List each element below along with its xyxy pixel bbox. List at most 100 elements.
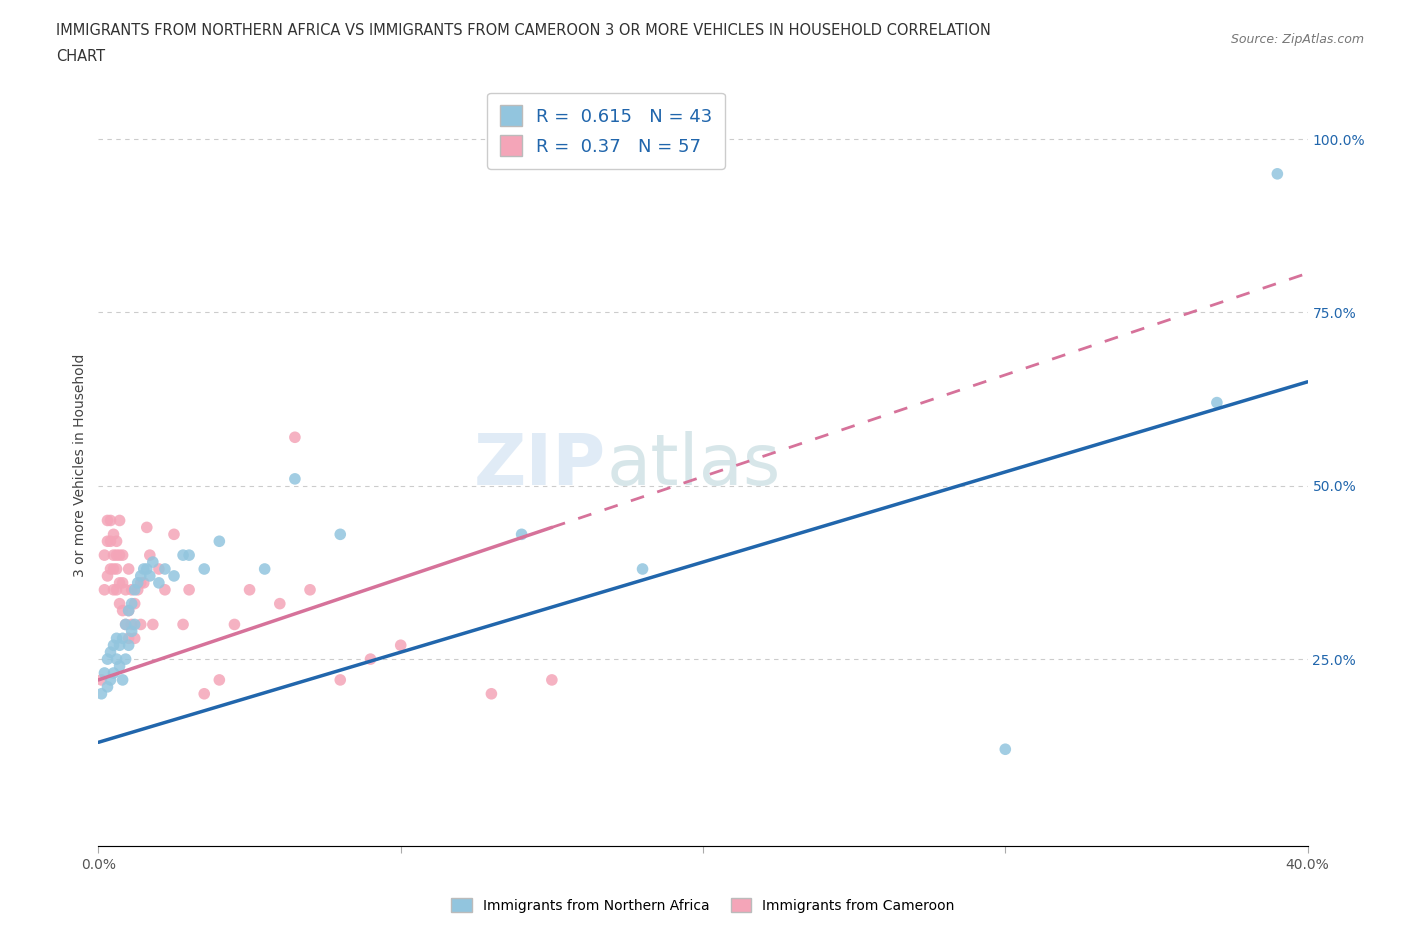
Point: [93, 548, 115, 563]
Point: [105, 631, 128, 645]
Point: [103, 548, 125, 563]
Point: [510, 527, 533, 542]
Point: [124, 596, 146, 611]
Point: [1267, 166, 1289, 181]
Point: [269, 596, 291, 611]
Point: [481, 686, 503, 701]
Point: [118, 638, 141, 653]
Point: [284, 430, 307, 445]
Point: [239, 582, 262, 597]
Point: [96, 534, 118, 549]
Point: [132, 576, 155, 591]
Point: [103, 666, 125, 681]
Point: [108, 513, 131, 528]
Point: [153, 562, 176, 577]
Point: [208, 672, 231, 687]
Y-axis label: 3 or more Vehicles in Household: 3 or more Vehicles in Household: [73, 353, 87, 577]
Point: [105, 534, 128, 549]
Point: [179, 582, 201, 597]
Point: [103, 527, 125, 542]
Point: [179, 548, 201, 563]
Point: [163, 527, 186, 542]
Point: [127, 582, 149, 597]
Point: [135, 520, 157, 535]
Point: [108, 596, 131, 611]
Point: [139, 548, 162, 563]
Point: [299, 582, 322, 597]
Point: [111, 576, 134, 591]
Point: [142, 617, 165, 631]
Point: [100, 644, 122, 659]
Point: [96, 568, 118, 583]
Point: [118, 604, 141, 618]
Point: [100, 534, 122, 549]
Text: Source: ZipAtlas.com: Source: ZipAtlas.com: [1230, 33, 1364, 46]
Point: [129, 576, 152, 591]
Point: [105, 652, 128, 667]
Point: [253, 562, 276, 577]
Point: [193, 562, 215, 577]
Point: [114, 617, 136, 631]
Point: [100, 513, 122, 528]
Point: [124, 617, 146, 631]
Point: [114, 582, 136, 597]
Point: [105, 582, 128, 597]
Point: [111, 548, 134, 563]
Point: [90, 672, 112, 687]
Point: [135, 562, 157, 577]
Point: [108, 576, 131, 591]
Point: [329, 527, 352, 542]
Point: [100, 562, 122, 577]
Text: atlas: atlas: [606, 431, 780, 499]
Point: [124, 582, 146, 597]
Point: [118, 562, 141, 577]
Point: [108, 658, 131, 673]
Point: [994, 742, 1017, 757]
Point: [139, 568, 162, 583]
Point: [111, 631, 134, 645]
Point: [127, 576, 149, 591]
Point: [121, 596, 143, 611]
Point: [93, 666, 115, 681]
Point: [224, 617, 246, 631]
Point: [103, 562, 125, 577]
Point: [148, 576, 170, 591]
Point: [360, 652, 382, 667]
Point: [114, 617, 136, 631]
Point: [142, 554, 165, 569]
Point: [540, 672, 562, 687]
Point: [329, 672, 352, 687]
Point: [631, 562, 654, 577]
Point: [105, 562, 128, 577]
Legend: R =  0.615   N = 43, R =  0.37   N = 57: R = 0.615 N = 43, R = 0.37 N = 57: [488, 93, 725, 168]
Point: [132, 562, 155, 577]
Point: [1206, 395, 1229, 410]
Point: [208, 534, 231, 549]
Point: [111, 604, 134, 618]
Point: [108, 548, 131, 563]
Point: [96, 680, 118, 695]
Point: [389, 638, 412, 653]
Point: [163, 568, 186, 583]
Point: [193, 686, 215, 701]
Text: IMMIGRANTS FROM NORTHERN AFRICA VS IMMIGRANTS FROM CAMEROON 3 OR MORE VEHICLES I: IMMIGRANTS FROM NORTHERN AFRICA VS IMMIG…: [56, 23, 991, 38]
Point: [148, 562, 170, 577]
Legend: Immigrants from Northern Africa, Immigrants from Cameroon: Immigrants from Northern Africa, Immigra…: [446, 893, 960, 919]
Point: [153, 582, 176, 597]
Point: [103, 638, 125, 653]
Point: [118, 631, 141, 645]
Point: [100, 672, 122, 687]
Point: [114, 652, 136, 667]
Point: [121, 582, 143, 597]
Point: [121, 617, 143, 631]
Point: [93, 582, 115, 597]
Point: [96, 513, 118, 528]
Point: [111, 672, 134, 687]
Point: [284, 472, 307, 486]
Point: [105, 548, 128, 563]
Point: [172, 548, 194, 563]
Point: [124, 631, 146, 645]
Point: [118, 604, 141, 618]
Point: [129, 568, 152, 583]
Point: [96, 652, 118, 667]
